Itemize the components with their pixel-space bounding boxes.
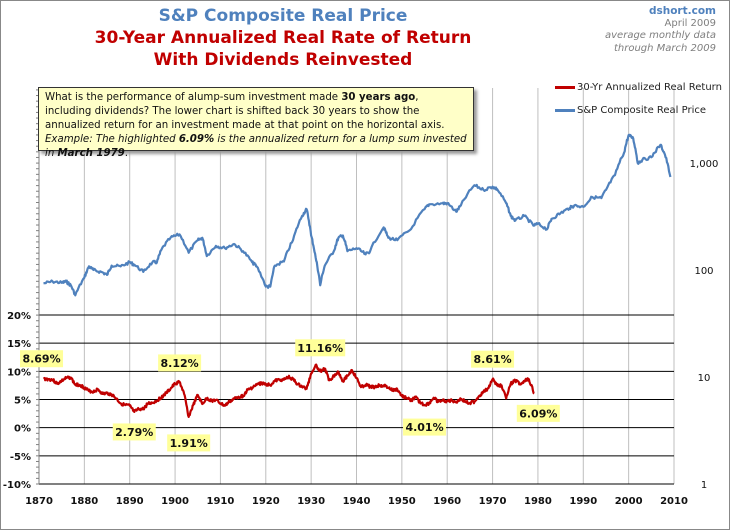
data-label: 2.79% (112, 423, 156, 441)
left-tick-label: 10% (7, 367, 31, 378)
x-tick-label: 2010 (660, 496, 688, 507)
data-label-highlight (295, 339, 346, 357)
data-label-text: 4.01% (405, 421, 443, 434)
x-tick-label: 1920 (252, 496, 280, 507)
left-tick-label: 20% (7, 311, 31, 322)
data-label: 11.16% (295, 339, 346, 357)
data-label: 1.91% (167, 434, 211, 452)
x-tick-label: 1970 (479, 496, 507, 507)
data-label-highlight (516, 404, 560, 422)
source-date: April 2009 (664, 17, 716, 29)
data-label-text: 8.61% (473, 353, 511, 366)
data-label-text: 8.12% (161, 357, 199, 370)
chart-title-price: S&P Composite Real Price (158, 6, 408, 26)
right-tick-label: 1 (701, 480, 707, 491)
left-tick-label: -10% (3, 480, 31, 491)
data-label-highlight (20, 350, 64, 368)
note-text: . (124, 148, 129, 159)
data-label-highlight (471, 350, 515, 368)
legend-swatch-price (555, 109, 575, 112)
x-tick-label: 1930 (297, 496, 325, 507)
source-note-1: average monthly data (605, 30, 716, 41)
x-tick-label: 1870 (25, 496, 53, 507)
legend-item-price: S&P Composite Real Price (555, 99, 722, 122)
x-tick-label: 1940 (343, 496, 371, 507)
x-tick-label: 1880 (70, 496, 98, 507)
data-label-text: 1.91% (170, 437, 208, 450)
x-tick-label: 2000 (615, 496, 643, 507)
data-labels: 8.69% 8.12% 2.79% 1.91% 11.16% 4.01% 8.61% 6.09… (20, 339, 560, 452)
legend-item-return: 30-Yr Annualized Real Return (555, 76, 722, 99)
data-label-highlight (403, 418, 447, 436)
note-italic: Example: The highlighted (45, 134, 179, 145)
chart-subtitle: With Dividends Reinvested (153, 50, 413, 70)
left-tick-label: 0% (14, 424, 31, 435)
source-site: dshort.com (648, 5, 716, 17)
note-bold: 30 years ago (341, 92, 416, 103)
x-tick-label: 1990 (569, 496, 597, 507)
chart-title-return: 30-Year Annualized Real Rate of Return (94, 28, 472, 48)
note-italic: is the annualized return for a lump sum … (45, 134, 467, 159)
data-label: 6.09% (516, 404, 560, 422)
note-bold-italic: 6.09% (178, 134, 215, 145)
note-bold-italic: March 1979 (57, 148, 125, 159)
data-label-text: 11.16% (297, 342, 343, 355)
legend: 30-Yr Annualized Real Return S&P Composi… (555, 76, 722, 122)
left-tick-label: -5% (10, 452, 31, 463)
data-label-highlight (158, 354, 202, 372)
explanation-note: What is the performance of alump-sum inv… (38, 87, 474, 159)
data-label: 8.69% (20, 350, 64, 368)
right-tick-label: 1,000 (690, 159, 719, 170)
legend-label-return: 30-Yr Annualized Real Return (577, 82, 722, 93)
data-label: 4.01% (403, 418, 447, 436)
x-tick-label: 1950 (388, 496, 416, 507)
note-text: , including dividends? The lower chart i… (45, 92, 445, 131)
x-tick-label: 1980 (524, 496, 552, 507)
legend-label-price: S&P Composite Real Price (577, 105, 707, 116)
data-label-text: 2.79% (115, 426, 153, 439)
data-label: 8.12% (158, 354, 202, 372)
price-series-line (43, 133, 672, 297)
data-label-highlight (167, 434, 211, 452)
data-label-text: 6.09% (519, 407, 557, 420)
data-label-highlight (112, 423, 156, 441)
note-text: What is the performance of alump-sum inv… (45, 92, 342, 103)
right-tick-label: 100 (694, 266, 713, 277)
axes: 1870 1880 1890 1900 1910 1920 1930 1940 1950 1960… (3, 88, 718, 507)
data-label: 8.61% (471, 350, 515, 368)
source-block: dshort.com April 2009 average monthly da… (605, 5, 716, 55)
right-tick-label: 10 (698, 373, 711, 384)
data-label-text: 8.69% (22, 353, 60, 366)
x-tick-label: 1890 (116, 496, 144, 507)
left-tick-label: 15% (7, 339, 31, 350)
series-lines (42, 133, 672, 418)
x-tick-label: 1960 (433, 496, 461, 507)
x-tick-label: 1910 (207, 496, 235, 507)
return-series-line (42, 363, 535, 418)
legend-swatch-return (555, 86, 575, 89)
x-tick-label: 1900 (161, 496, 189, 507)
left-tick-label: 5% (14, 396, 31, 407)
source-note-2: through March 2009 (613, 42, 716, 54)
